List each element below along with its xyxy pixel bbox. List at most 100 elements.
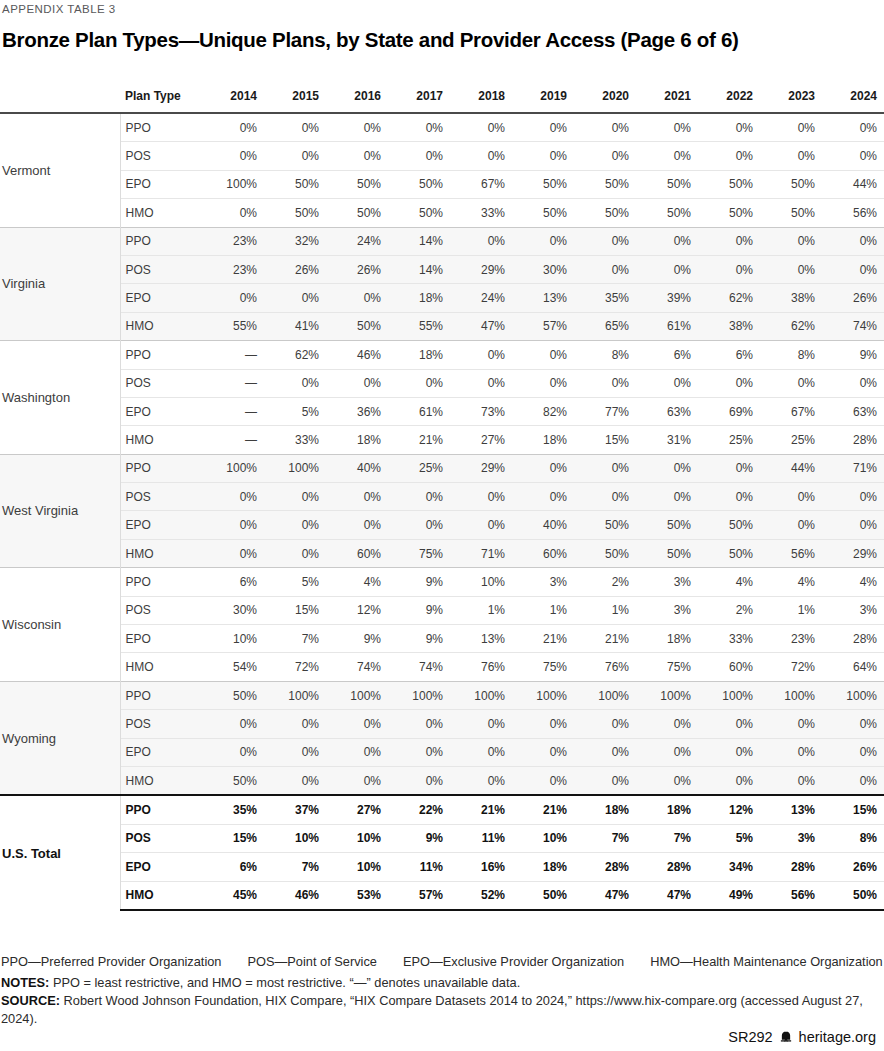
value-cell: 71%: [822, 454, 884, 482]
value-cell: 0%: [388, 766, 450, 795]
value-cell: 0%: [698, 483, 760, 511]
abbreviation-item: POS—Point of Service: [247, 954, 376, 969]
value-cell: 100%: [264, 681, 326, 709]
value-cell: 2%: [698, 596, 760, 624]
value-cell: 18%: [512, 853, 574, 881]
value-cell: 0%: [202, 284, 264, 312]
value-cell: 0%: [450, 738, 512, 766]
value-cell: 0%: [450, 369, 512, 397]
value-cell: 55%: [388, 312, 450, 340]
value-cell: 0%: [636, 738, 698, 766]
value-cell: 69%: [698, 397, 760, 425]
table-body: VermontPPO0%0%0%0%0%0%0%0%0%0%0%POS0%0%0…: [0, 113, 884, 910]
value-cell: 67%: [450, 170, 512, 198]
value-cell: 21%: [450, 795, 512, 824]
value-cell: 18%: [512, 426, 574, 454]
value-cell: 60%: [326, 539, 388, 567]
value-cell: 18%: [326, 426, 388, 454]
value-cell: 50%: [326, 199, 388, 227]
table-row: WashingtonPPO—62%46%18%0%0%8%6%6%8%9%: [0, 341, 884, 369]
value-cell: 18%: [388, 341, 450, 369]
value-cell: 0%: [822, 255, 884, 283]
value-cell: 100%: [202, 170, 264, 198]
table-row: POS0%0%0%0%0%0%0%0%0%0%0%: [0, 710, 884, 738]
value-cell: 25%: [760, 426, 822, 454]
plan-type-cell: HMO: [120, 653, 202, 681]
value-cell: 25%: [388, 454, 450, 482]
value-cell: 0%: [512, 142, 574, 170]
notes-line: NOTES: PPO = least restrictive, and HMO …: [1, 974, 884, 992]
value-cell: 0%: [760, 369, 822, 397]
value-cell: 10%: [264, 824, 326, 852]
value-cell: 6%: [698, 341, 760, 369]
plan-type-cell: POS: [120, 596, 202, 624]
year-column-header: 2023: [760, 89, 822, 113]
value-cell: 0%: [264, 511, 326, 539]
value-cell: 0%: [326, 511, 388, 539]
state-cell: Virginia: [0, 227, 120, 341]
value-cell: 1%: [760, 596, 822, 624]
value-cell: 7%: [264, 853, 326, 881]
value-cell: 0%: [512, 113, 574, 142]
value-cell: 0%: [264, 766, 326, 795]
value-cell: 0%: [698, 454, 760, 482]
value-cell: 28%: [760, 853, 822, 881]
value-cell: 0%: [822, 511, 884, 539]
value-cell: 32%: [264, 227, 326, 255]
table-row: HMO55%41%50%55%47%57%65%61%38%62%74%: [0, 312, 884, 340]
value-cell: 29%: [822, 539, 884, 567]
value-cell: 14%: [388, 255, 450, 283]
value-cell: 100%: [388, 681, 450, 709]
table-row: HMO0%0%60%75%71%60%50%50%50%56%29%: [0, 539, 884, 567]
value-cell: 57%: [388, 881, 450, 910]
value-cell: 0%: [388, 113, 450, 142]
value-cell: 0%: [698, 255, 760, 283]
value-cell: 0%: [512, 227, 574, 255]
value-cell: 0%: [326, 142, 388, 170]
value-cell: 0%: [202, 113, 264, 142]
value-cell: 6%: [636, 341, 698, 369]
value-cell: 4%: [822, 568, 884, 596]
value-cell: 0%: [388, 710, 450, 738]
value-cell: 6%: [202, 853, 264, 881]
value-cell: 0%: [202, 142, 264, 170]
value-cell: 13%: [512, 284, 574, 312]
plan-type-cell: HMO: [120, 766, 202, 795]
value-cell: 0%: [698, 710, 760, 738]
plan-type-cell: PPO: [120, 341, 202, 369]
table-header-row: Plan Type2014201520162017201820192020202…: [0, 89, 884, 113]
appendix-table-label: APPENDIX TABLE 3: [2, 3, 884, 15]
value-cell: 64%: [822, 653, 884, 681]
value-cell: 3%: [822, 596, 884, 624]
value-cell: 38%: [698, 312, 760, 340]
plan-type-cell: POS: [120, 710, 202, 738]
value-cell: 28%: [574, 853, 636, 881]
value-cell: 0%: [264, 142, 326, 170]
value-cell: 26%: [822, 853, 884, 881]
value-cell: 50%: [636, 170, 698, 198]
table-row: POS15%10%10%9%11%10%7%7%5%3%8%: [0, 824, 884, 852]
value-cell: 37%: [264, 795, 326, 824]
value-cell: 0%: [636, 369, 698, 397]
value-cell: 28%: [636, 853, 698, 881]
value-cell: 63%: [822, 397, 884, 425]
table-row: EPO—5%36%61%73%82%77%63%69%67%63%: [0, 397, 884, 425]
plan-type-cell: PPO: [120, 681, 202, 709]
value-cell: 33%: [264, 426, 326, 454]
abbreviation-item: EPO—Exclusive Provider Organization: [403, 954, 624, 969]
year-column-header: 2018: [450, 89, 512, 113]
value-cell: 77%: [574, 397, 636, 425]
plan-type-cell: HMO: [120, 199, 202, 227]
value-cell: 23%: [202, 227, 264, 255]
plan-type-cell: POS: [120, 483, 202, 511]
value-cell: 0%: [512, 766, 574, 795]
source-text: Robert Wood Johnson Foundation, HIX Comp…: [1, 993, 863, 1026]
value-cell: 56%: [760, 539, 822, 567]
table-header: Plan Type2014201520162017201820192020202…: [0, 89, 884, 113]
value-cell: 72%: [264, 653, 326, 681]
value-cell: 0%: [512, 483, 574, 511]
value-cell: 61%: [636, 312, 698, 340]
value-cell: 49%: [698, 881, 760, 910]
value-cell: —: [202, 426, 264, 454]
value-cell: 0%: [326, 369, 388, 397]
